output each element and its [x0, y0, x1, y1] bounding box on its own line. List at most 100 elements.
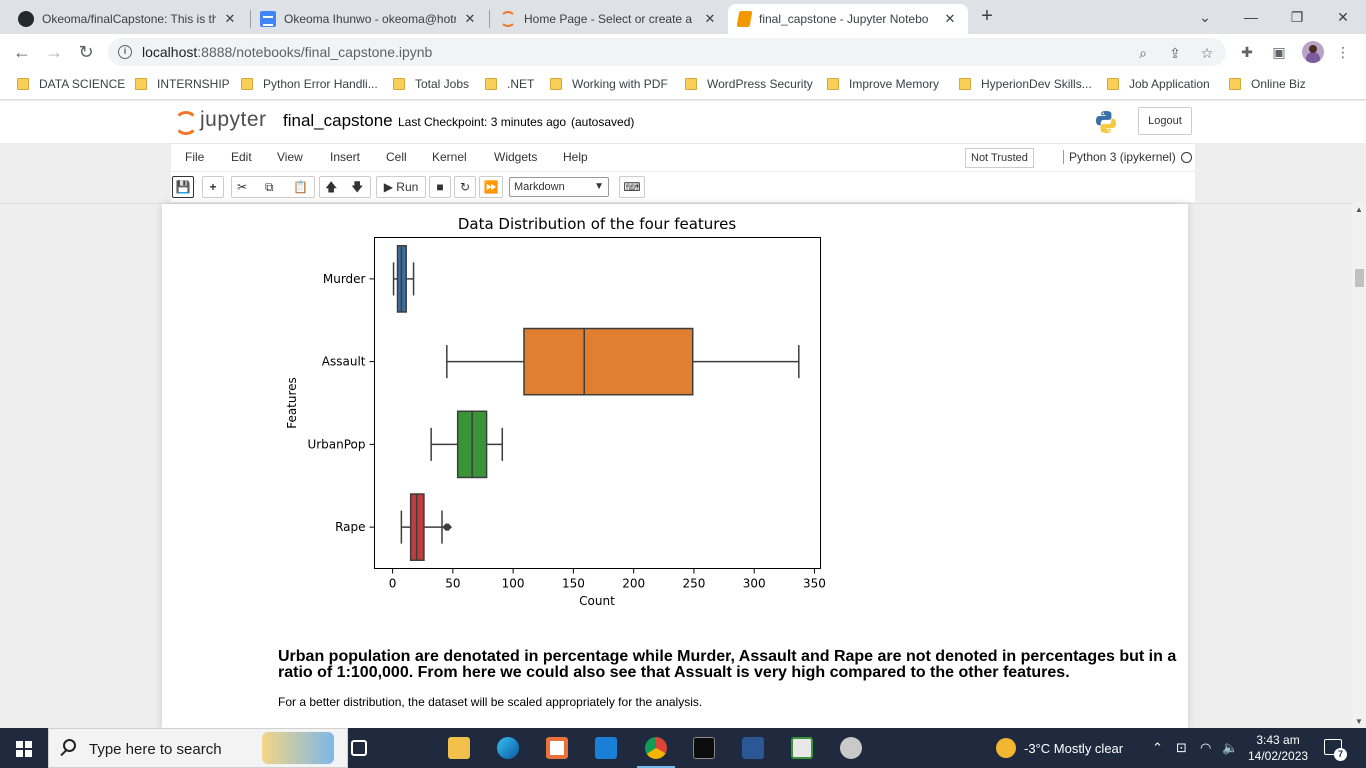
- bookmark-label: DATA SCIENCE: [39, 77, 126, 91]
- notebook-name[interactable]: final_capstone: [283, 111, 393, 130]
- tab-close-icon[interactable]: ✕: [944, 11, 956, 26]
- save-button[interactable]: 💾: [172, 176, 194, 198]
- menu-help[interactable]: Help: [563, 150, 588, 164]
- jupyter-menubar: File Edit View Insert Cell Kernel Widget…: [171, 143, 1195, 171]
- side-panel-icon[interactable]: ▣: [1272, 44, 1286, 60]
- address-bar[interactable]: i localhost:8888/notebooks/final_capston…: [108, 38, 1226, 66]
- zoom-icon[interactable]: ⌕: [1139, 45, 1147, 61]
- tab-close-icon[interactable]: ✕: [704, 11, 716, 26]
- logout-button[interactable]: Logout: [1138, 107, 1192, 135]
- tab-close-icon[interactable]: ✕: [224, 11, 236, 26]
- folder-icon: [485, 78, 497, 90]
- menu-edit[interactable]: Edit: [231, 150, 252, 164]
- back-icon[interactable]: ←: [13, 42, 31, 62]
- notifications-icon[interactable]: [1324, 739, 1342, 755]
- run-button[interactable]: ▶ Run: [376, 176, 426, 198]
- bookmark-folder[interactable]: Improve Memory: [827, 77, 939, 91]
- restart-run-all-button[interactable]: ⏩: [479, 176, 503, 198]
- meet-icon[interactable]: ⊡: [1176, 740, 1187, 755]
- file-explorer-icon[interactable]: [448, 737, 470, 759]
- trust-status-button[interactable]: Not Trusted: [965, 148, 1034, 168]
- cut-icon[interactable]: ✂: [237, 180, 248, 194]
- share-icon[interactable]: ⇪: [1169, 45, 1181, 61]
- terminal-icon[interactable]: [693, 737, 715, 759]
- bookmarks-bar: DATA SCIENCE INTERNSHIP Python Error Han…: [0, 70, 1366, 100]
- restart-button[interactable]: ↻: [454, 176, 476, 198]
- paint-icon[interactable]: [840, 737, 862, 759]
- bookmark-folder[interactable]: Total Jobs: [393, 77, 469, 91]
- word-icon[interactable]: [742, 737, 764, 759]
- bookmark-folder[interactable]: HyperionDev Skills...: [959, 77, 1092, 91]
- bookmark-label: WordPress Security: [707, 77, 813, 91]
- notebook-area: Data Distribution of the four features 0…: [0, 203, 1352, 729]
- folder-icon: [550, 78, 562, 90]
- chart-title: Data Distribution of the four features: [458, 215, 737, 233]
- weather-text[interactable]: -3°C Mostly clear: [1024, 741, 1124, 756]
- wifi-icon[interactable]: ◠: [1200, 740, 1212, 755]
- task-view-icon[interactable]: [351, 740, 367, 756]
- insert-cell-button[interactable]: +: [202, 176, 224, 198]
- tab-search-icon[interactable]: ⌄: [1199, 9, 1211, 25]
- bookmark-folder[interactable]: Working with PDF: [550, 77, 668, 91]
- chrome-icon[interactable]: [637, 737, 675, 768]
- paste-icon[interactable]: 📋: [293, 180, 308, 194]
- tab-close-icon[interactable]: ✕: [464, 11, 476, 26]
- windows-start-icon[interactable]: [16, 741, 32, 757]
- move-down-icon[interactable]: 🡇: [351, 180, 364, 194]
- minimize-icon[interactable]: —: [1244, 9, 1258, 25]
- cell-type-select[interactable]: Markdown ▼: [509, 177, 609, 197]
- chart-plot-layer: 0 50 100 150 200 250 300 350 Murder Assault UrbanP…: [307, 245, 826, 591]
- menu-widgets[interactable]: Widgets: [494, 150, 538, 164]
- extensions-icon[interactable]: ✚: [1241, 44, 1253, 60]
- tab-jupyter-home[interactable]: Home Page - Select or create a n ✕: [490, 4, 728, 34]
- search-highlight-icon[interactable]: [262, 732, 334, 764]
- plot-frame: [374, 237, 821, 569]
- url-text[interactable]: localhost:8888/notebooks/final_capstone.…: [142, 44, 432, 60]
- tab-outlook[interactable]: Okeoma Ihunwo - okeoma@hotr ✕: [250, 4, 488, 34]
- tab-github[interactable]: Okeoma/finalCapstone: This is th ✕: [8, 4, 248, 34]
- bookmark-folder[interactable]: WordPress Security: [685, 77, 813, 91]
- bookmark-folder[interactable]: Job Application: [1107, 77, 1210, 91]
- bookmark-folder[interactable]: .NET: [485, 77, 534, 91]
- bookmark-folder[interactable]: INTERNSHIP: [135, 77, 230, 91]
- kernel-name[interactable]: Python 3 (ipykernel): [1063, 150, 1176, 164]
- close-window-icon[interactable]: ✕: [1337, 9, 1349, 25]
- bookmark-folder[interactable]: Online Biz: [1229, 77, 1306, 91]
- bookmark-folder[interactable]: Python Error Handli...: [241, 77, 378, 91]
- mail-icon[interactable]: [595, 737, 617, 759]
- tab-final-capstone[interactable]: final_capstone - Jupyter Notebo ✕: [728, 4, 968, 34]
- page-scrollbar[interactable]: ▲ ▼: [1352, 203, 1366, 728]
- site-info-icon[interactable]: i: [118, 45, 132, 59]
- profile-avatar[interactable]: [1302, 41, 1324, 63]
- restore-icon[interactable]: ❐: [1290, 9, 1304, 25]
- new-tab-button[interactable]: +: [981, 5, 993, 27]
- move-group: 🡅 🡇: [319, 176, 371, 198]
- menu-insert[interactable]: Insert: [330, 150, 361, 164]
- microsoft-store-icon[interactable]: [546, 737, 568, 759]
- move-up-icon[interactable]: 🡅: [325, 180, 338, 194]
- command-palette-button[interactable]: ⌨: [619, 176, 645, 198]
- edge-browser-icon[interactable]: [497, 737, 519, 759]
- scroll-down-icon[interactable]: ▼: [1355, 717, 1363, 726]
- copy-icon[interactable]: ⧉: [265, 180, 274, 194]
- volume-icon[interactable]: 🔈: [1222, 740, 1239, 755]
- menu-view[interactable]: View: [277, 150, 303, 164]
- interrupt-button[interactable]: ■: [429, 176, 451, 198]
- scroll-up-icon[interactable]: ▲: [1355, 205, 1363, 214]
- menu-cell[interactable]: Cell: [386, 150, 407, 164]
- bookmark-folder[interactable]: DATA SCIENCE: [17, 77, 125, 91]
- autosave-status: (autosaved): [571, 115, 635, 129]
- menu-kebab-icon[interactable]: ⋮: [1336, 44, 1350, 60]
- bookmark-star-icon[interactable]: ☆: [1200, 45, 1214, 61]
- taskbar-clock[interactable]: 3:43 am 14/02/2023: [1248, 732, 1308, 764]
- menu-file[interactable]: File: [185, 150, 205, 164]
- weather-icon[interactable]: [996, 738, 1016, 758]
- chart-app-icon[interactable]: [791, 737, 813, 759]
- reload-icon[interactable]: ↻: [78, 42, 94, 62]
- tab-title: Home Page - Select or create a n: [524, 12, 696, 26]
- jupyter-logo[interactable]: jupyter: [174, 108, 267, 135]
- tray-chevron-up-icon[interactable]: ⌃: [1152, 740, 1163, 755]
- forward-icon[interactable]: →: [45, 42, 63, 62]
- menu-kernel[interactable]: Kernel: [432, 150, 467, 164]
- scroll-thumb[interactable]: [1355, 269, 1364, 287]
